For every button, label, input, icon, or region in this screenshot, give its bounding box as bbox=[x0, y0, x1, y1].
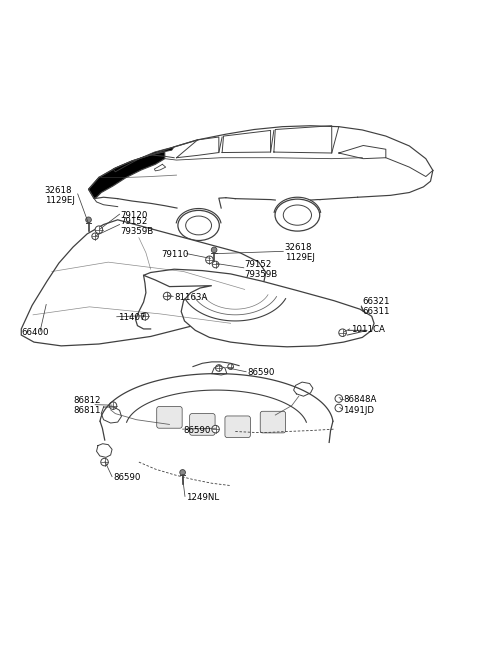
Circle shape bbox=[335, 404, 343, 412]
Circle shape bbox=[211, 247, 217, 253]
Text: 79120: 79120 bbox=[120, 211, 147, 220]
Text: 32618
1129EJ: 32618 1129EJ bbox=[285, 243, 314, 262]
FancyBboxPatch shape bbox=[190, 414, 215, 435]
Text: 66321
66311: 66321 66311 bbox=[362, 297, 390, 316]
Ellipse shape bbox=[186, 216, 212, 235]
Text: 81163A: 81163A bbox=[174, 293, 207, 302]
Circle shape bbox=[141, 312, 149, 320]
Text: 32618
1129EJ: 32618 1129EJ bbox=[45, 186, 75, 205]
Text: 86590: 86590 bbox=[113, 473, 140, 482]
Text: 86848A: 86848A bbox=[344, 395, 377, 404]
Text: 11407: 11407 bbox=[118, 313, 145, 321]
Ellipse shape bbox=[275, 199, 320, 231]
Polygon shape bbox=[113, 147, 174, 172]
Ellipse shape bbox=[178, 211, 219, 241]
Circle shape bbox=[95, 226, 103, 234]
Text: 86812
86811: 86812 86811 bbox=[73, 396, 100, 415]
Circle shape bbox=[109, 402, 117, 409]
Circle shape bbox=[339, 329, 346, 337]
Circle shape bbox=[180, 470, 185, 475]
Circle shape bbox=[212, 261, 219, 268]
Text: 86590: 86590 bbox=[247, 368, 275, 377]
Polygon shape bbox=[144, 269, 374, 347]
FancyBboxPatch shape bbox=[157, 407, 182, 428]
Text: 1249NL: 1249NL bbox=[186, 493, 219, 502]
Circle shape bbox=[163, 293, 171, 300]
Text: 86590: 86590 bbox=[183, 426, 211, 434]
Circle shape bbox=[228, 363, 233, 369]
Circle shape bbox=[101, 459, 108, 466]
Text: 1011CA: 1011CA bbox=[350, 325, 384, 334]
Circle shape bbox=[86, 217, 91, 222]
FancyBboxPatch shape bbox=[225, 416, 251, 438]
Ellipse shape bbox=[283, 205, 312, 225]
Polygon shape bbox=[21, 220, 266, 346]
Circle shape bbox=[212, 425, 219, 433]
Circle shape bbox=[92, 233, 98, 239]
Text: 79152
79359B: 79152 79359B bbox=[245, 260, 278, 279]
Circle shape bbox=[216, 365, 222, 371]
Text: 1491JD: 1491JD bbox=[344, 406, 374, 415]
FancyBboxPatch shape bbox=[260, 411, 286, 433]
Text: 66400: 66400 bbox=[21, 328, 49, 337]
Polygon shape bbox=[88, 152, 165, 199]
Text: 79152
79359B: 79152 79359B bbox=[120, 217, 153, 236]
Text: 79110: 79110 bbox=[161, 250, 188, 258]
Circle shape bbox=[205, 256, 213, 264]
Circle shape bbox=[335, 395, 343, 402]
